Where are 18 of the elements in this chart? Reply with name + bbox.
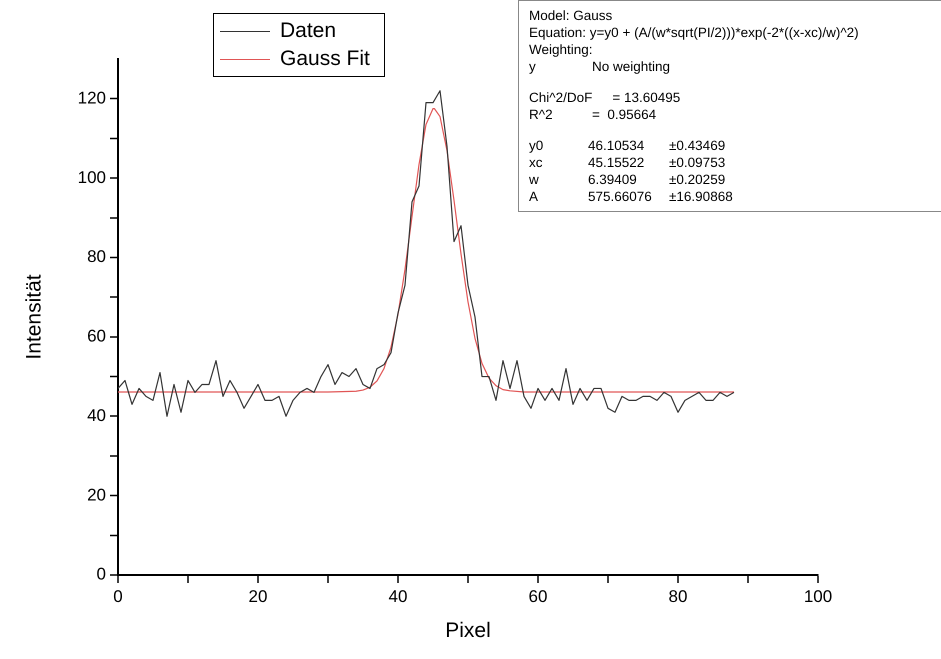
y-tick-label: 100	[78, 168, 106, 187]
x-tick-label: 40	[388, 586, 408, 606]
x-tick-label: 20	[248, 586, 268, 606]
x-tick-label: 80	[668, 586, 688, 606]
y-axis-title: Intensität	[22, 274, 46, 360]
legend-label: Daten	[280, 18, 336, 44]
y-tick-label: 40	[87, 406, 106, 425]
x-tick-label: 100	[804, 586, 832, 606]
y-tick-label: 80	[87, 247, 106, 266]
x-tick-label: 0	[113, 586, 123, 606]
y-tick-label: 0	[96, 564, 106, 584]
x-axis-title: Pixel	[445, 619, 491, 642]
y-tick-label: 120	[78, 88, 106, 108]
x-tick-label: 60	[528, 586, 548, 606]
legend-label: Gauss Fit	[280, 46, 370, 72]
y-tick-label: 20	[87, 485, 106, 504]
note-box: Model: Gauss Equation: y=y0 + (A/(w*sqrt(PI/2)))*exp(-2*((x-xc)/w)^2) Weighting: y No weighting Chi^2/DoF = 13.60495 R^2 = 0.95664 y0 46.10534 ±0.43469 xc 45.15522 ±0.09753 w 6.39409 ±0.20259 A 575.66076 ±16.90868	[518, 0, 941, 212]
y-tick-label: 60	[87, 326, 106, 346]
